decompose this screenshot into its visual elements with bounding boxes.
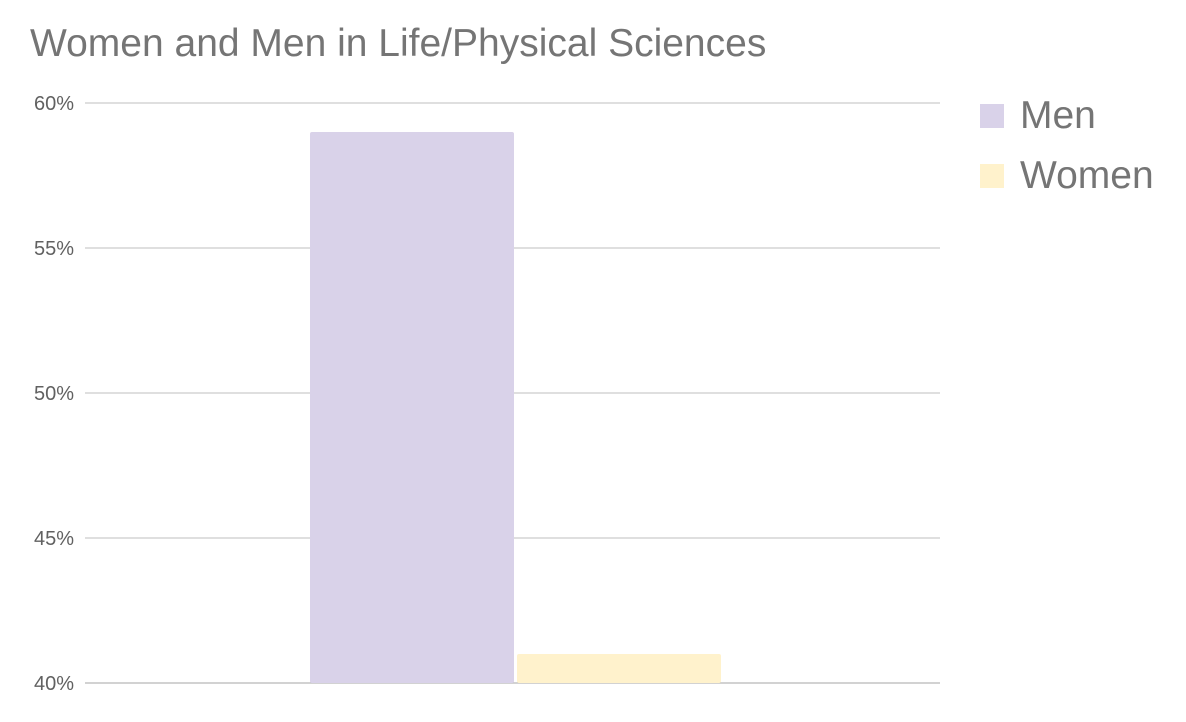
bars <box>310 132 721 683</box>
legend-item-men: Men <box>980 86 1154 146</box>
y-tick-label-50: 50% <box>34 383 74 405</box>
y-tick-label-45: 45% <box>34 528 74 550</box>
y-tick-label-55: 55% <box>34 238 74 260</box>
legend-swatch-women <box>980 164 1004 188</box>
chart-title: Women and Men in Life/Physical Sciences <box>30 22 767 65</box>
y-tick-label-60: 60% <box>34 93 74 115</box>
bar-men <box>310 132 514 683</box>
y-axis-tick-labels: 40% 45% 50% 55% 60% <box>34 93 74 695</box>
legend: Men Women <box>980 86 1154 206</box>
legend-label-women: Women <box>1020 154 1154 197</box>
legend-swatch-men <box>980 104 1004 128</box>
y-tick-label-40: 40% <box>34 673 74 695</box>
bar-women <box>517 654 721 683</box>
legend-label-men: Men <box>1020 94 1096 137</box>
legend-item-women: Women <box>980 146 1154 206</box>
